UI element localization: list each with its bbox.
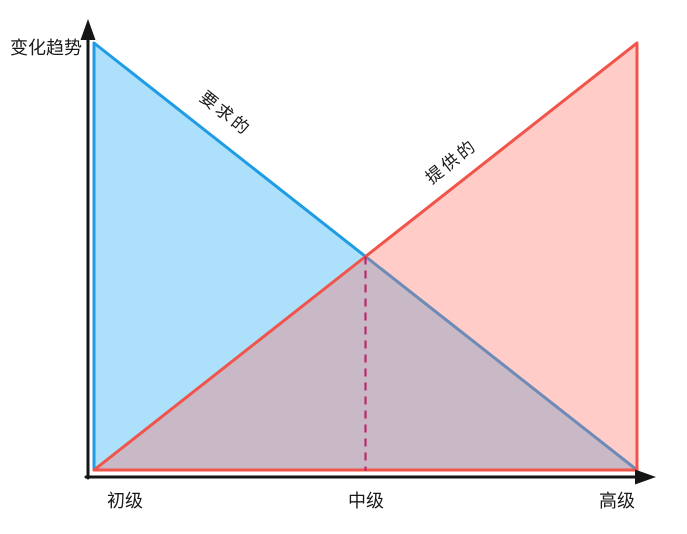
tick-label-beginner: 初级: [107, 491, 143, 512]
y-axis-arrow-icon: [80, 19, 96, 40]
x-axis-arrow-icon: [635, 469, 656, 485]
tick-label-intermediate: 中级: [348, 491, 384, 512]
x-tick-labels: 初级 中级 高级: [107, 491, 635, 512]
axes: [84, 32, 642, 480]
plot-layer: [92, 41, 639, 472]
tick-label-advanced: 高级: [599, 491, 635, 512]
y-axis-label: 变化趋势: [10, 38, 82, 59]
